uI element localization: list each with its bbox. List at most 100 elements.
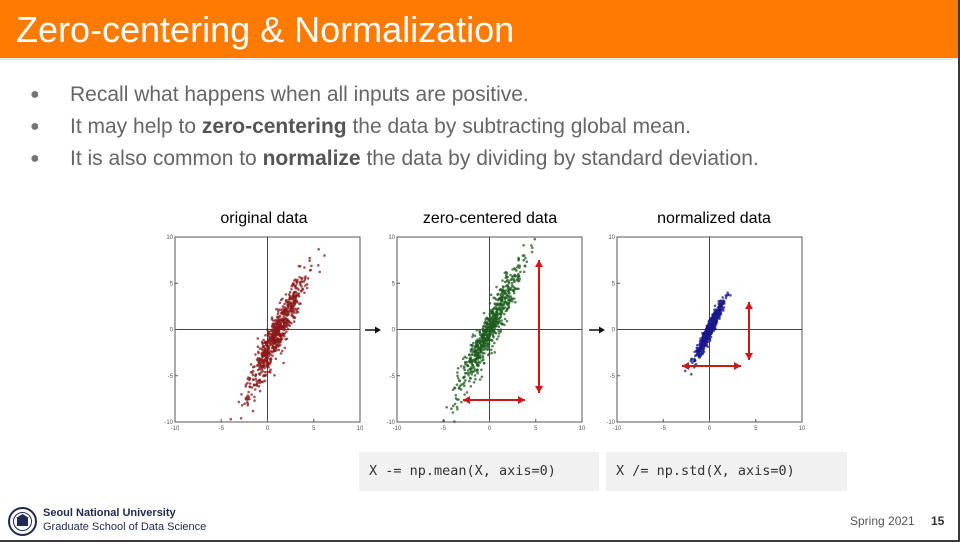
page-number: 15 xyxy=(931,514,945,528)
scatter-point xyxy=(266,332,270,336)
scatter-point xyxy=(708,333,711,336)
scatter-point xyxy=(707,324,711,327)
scatter-point xyxy=(471,333,475,336)
scatter-point xyxy=(701,347,704,351)
scatter-point xyxy=(469,385,473,388)
scatter-point xyxy=(513,280,516,284)
scatter-point xyxy=(487,345,490,349)
scatter-point xyxy=(495,298,498,301)
scatter-point xyxy=(290,314,294,318)
scatter-point xyxy=(472,381,476,384)
scatter-point xyxy=(522,270,526,274)
scatter-point xyxy=(281,326,285,329)
scatter-point xyxy=(464,379,467,382)
scatter-point xyxy=(301,288,305,291)
scatter-point xyxy=(463,384,466,388)
scatter-point xyxy=(456,371,459,374)
scatter-point xyxy=(499,302,502,306)
arrowhead-icon xyxy=(463,396,470,404)
scatter-point xyxy=(690,373,693,376)
scatter-point xyxy=(476,352,480,355)
y-tick-label: -5 xyxy=(610,374,616,380)
scatter-point xyxy=(266,347,270,350)
y-tick-label: 10 xyxy=(608,235,615,241)
scatter-point xyxy=(260,340,264,344)
scatter-point xyxy=(290,321,293,325)
x-tick-label: 0 xyxy=(266,426,270,432)
bullet-dot-icon: ● xyxy=(30,150,40,167)
scatter-point xyxy=(246,398,249,401)
scatter-point xyxy=(714,321,718,325)
scatter-point xyxy=(274,330,278,333)
scatter-point xyxy=(523,264,527,268)
scatter-point xyxy=(505,279,509,283)
scatter-point xyxy=(300,285,303,288)
scatter-point xyxy=(282,332,286,336)
scatter-point xyxy=(290,284,294,288)
scatter-point xyxy=(713,327,716,331)
scatter-point xyxy=(273,319,277,322)
arrowhead-icon xyxy=(535,386,543,393)
code-mean-subtraction: X -= np.mean(X, axis=0) xyxy=(359,452,599,491)
scatter-point xyxy=(695,349,698,353)
arrowhead-icon xyxy=(518,396,525,404)
scatter-point xyxy=(466,372,470,375)
scatter-point xyxy=(450,407,453,411)
scatter-point xyxy=(318,270,322,274)
scatter-point xyxy=(253,388,257,391)
scatter-point xyxy=(483,321,486,325)
scatter-point xyxy=(292,315,296,319)
scatter-point xyxy=(493,351,497,354)
scatter-point xyxy=(500,299,504,303)
scatter-point xyxy=(511,275,514,279)
scatter-point xyxy=(516,287,519,291)
scatter-point xyxy=(706,334,709,338)
scatter-point xyxy=(283,328,287,331)
scatter-point xyxy=(277,319,281,323)
scatter-point xyxy=(253,399,256,402)
scatter-point xyxy=(501,295,504,298)
scatter-point xyxy=(481,354,484,358)
y-tick-label: -10 xyxy=(386,420,395,426)
scatter-point xyxy=(689,359,693,363)
scatter-point xyxy=(713,304,717,308)
scatter-point xyxy=(289,301,293,305)
scatter-point xyxy=(478,331,482,335)
scatter-point xyxy=(509,273,512,277)
x-tick-label: 0 xyxy=(488,426,492,432)
bullet-dot-icon: ● xyxy=(30,118,40,135)
scatter-point xyxy=(490,311,494,315)
scatter-point xyxy=(255,364,259,367)
scatter-point xyxy=(262,345,266,348)
scatter-points xyxy=(683,291,732,376)
scatter-point xyxy=(264,354,268,358)
scatter-point xyxy=(468,357,472,360)
scatter-point xyxy=(497,297,501,300)
scatter-point xyxy=(490,324,493,328)
scatter-point xyxy=(521,254,525,257)
scatter-point xyxy=(269,368,272,372)
scatter-point xyxy=(724,296,728,300)
scatter-point xyxy=(500,322,504,326)
scatter-point xyxy=(496,302,500,306)
scatter-point xyxy=(713,310,717,313)
scatter-point xyxy=(473,354,477,358)
bullet-text-after: the data by subtracting global mean. xyxy=(346,115,691,138)
scatter-point xyxy=(484,333,488,337)
scatter-point xyxy=(473,359,477,363)
scatter-point xyxy=(493,317,497,321)
scatter-point xyxy=(285,330,288,334)
scatter-point xyxy=(240,393,243,396)
scatter-point xyxy=(258,361,261,365)
scatter-point xyxy=(505,309,509,312)
scatter-point xyxy=(275,340,279,343)
y-tick-label: 5 xyxy=(392,281,396,287)
x-tick-label: -10 xyxy=(613,426,622,432)
scatter-point xyxy=(454,394,458,397)
scatter-point xyxy=(285,337,289,341)
scatter-point xyxy=(469,370,473,373)
scatter-point xyxy=(293,307,296,311)
scatter-point xyxy=(699,342,702,345)
scatter-point xyxy=(507,306,511,309)
bullet-item: ● It is also common to normalize the dat… xyxy=(30,144,930,176)
